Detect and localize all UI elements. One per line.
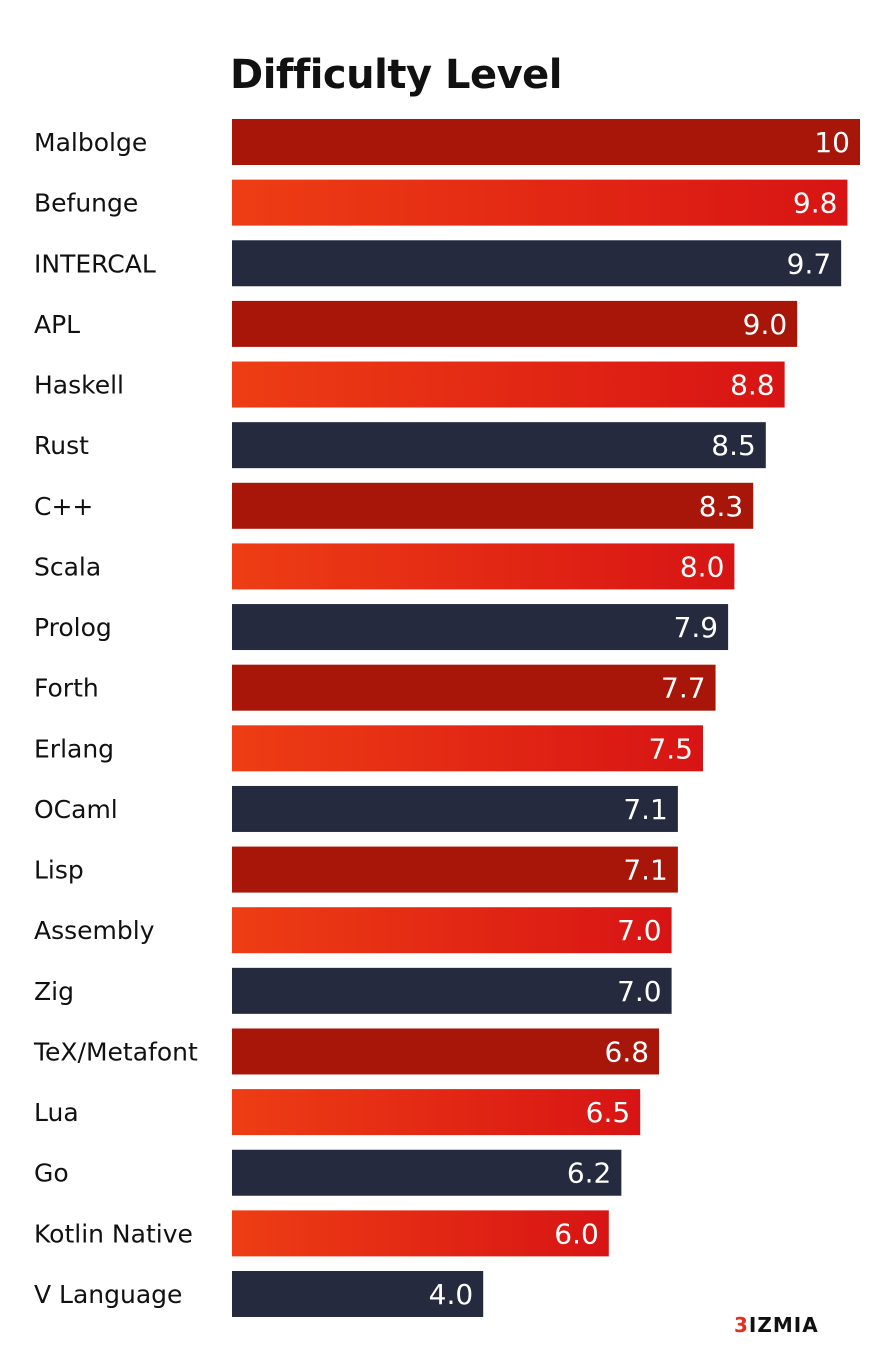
category-label: Lisp (34, 856, 84, 885)
category-label: C++ (34, 492, 93, 521)
bar-lua (232, 1089, 641, 1136)
value-label: 9.7 (787, 247, 832, 280)
value-label: 7.0 (617, 914, 662, 947)
category-label: Malbolge (34, 128, 147, 157)
bar-forth (232, 664, 716, 711)
category-label: APL (34, 310, 80, 339)
category-label: Scala (34, 552, 101, 581)
bar-scala (232, 543, 735, 590)
category-label: Befunge (34, 189, 138, 218)
category-label: V Language (34, 1280, 182, 1309)
logo-text: IZMIA (748, 1313, 819, 1337)
category-label: Rust (34, 431, 89, 460)
value-label: 7.9 (674, 611, 719, 644)
category-label: Forth (34, 674, 99, 703)
value-label: 6.5 (586, 1096, 631, 1129)
value-label: 6.8 (605, 1035, 650, 1068)
bar-c- (232, 482, 754, 529)
category-label: OCaml (34, 795, 118, 824)
bar-erlang (232, 725, 703, 772)
category-label: Kotlin Native (34, 1219, 193, 1248)
value-label: 8.3 (699, 490, 744, 523)
bar-zig (232, 967, 672, 1014)
value-label: 7.1 (623, 793, 668, 826)
value-label: 7.1 (623, 854, 668, 887)
category-label: Go (34, 1159, 69, 1188)
category-label: TeX/Metafont (33, 1037, 198, 1066)
bars-layer: Malbolge 10 Befunge 9.8 INTERCAL 9.7 APL 9.0 Has… (33, 119, 860, 1317)
bar-rust (232, 422, 766, 469)
value-label: 9.8 (793, 187, 838, 220)
bar-prolog (232, 604, 729, 651)
bar-ocaml (232, 785, 678, 832)
bar-befunge (232, 179, 848, 226)
chart-title: Difficulty Level (230, 52, 562, 98)
value-label: 7.7 (661, 672, 706, 705)
bar-malbolge (232, 119, 860, 165)
bar-v-language (232, 1271, 484, 1317)
bar-haskell (232, 361, 785, 408)
value-label: 7.0 (617, 975, 662, 1008)
logo-mark: 3 (734, 1313, 749, 1337)
bar-assembly (232, 907, 672, 954)
value-label: 8.0 (680, 550, 725, 583)
category-label: Haskell (34, 371, 124, 400)
bar-lisp (232, 846, 678, 893)
category-label: Lua (34, 1098, 79, 1127)
value-label: 7.5 (648, 732, 693, 765)
value-label: 4.0 (429, 1278, 474, 1311)
value-label: 10 (814, 126, 850, 159)
bar-kotlin-native (232, 1210, 609, 1257)
bar-tex-metafont (232, 1028, 660, 1075)
category-label: Erlang (34, 734, 114, 763)
category-label: Assembly (34, 916, 155, 945)
category-label: INTERCAL (34, 249, 156, 278)
value-label: 8.8 (730, 369, 775, 402)
bar-go (232, 1149, 622, 1196)
bar-apl (232, 300, 798, 347)
bizmia-logo: 3IZMIA (734, 1313, 819, 1337)
value-label: 6.2 (567, 1157, 612, 1190)
value-label: 6.0 (554, 1217, 599, 1250)
category-label: Zig (34, 977, 74, 1006)
bar-intercal (232, 240, 842, 287)
value-label: 9.0 (743, 308, 788, 341)
value-label: 8.5 (711, 429, 756, 462)
category-label: Prolog (34, 613, 112, 642)
